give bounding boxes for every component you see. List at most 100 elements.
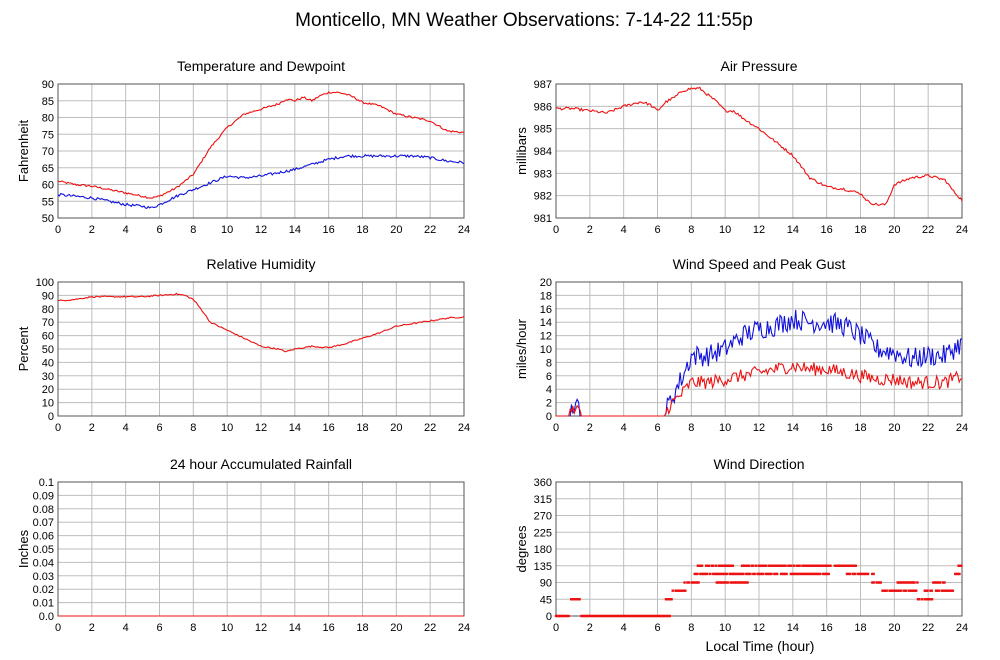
wind-direction-point	[789, 572, 793, 576]
wind-direction-point	[619, 614, 622, 618]
wind-direction-point	[666, 598, 669, 601]
wind-direction-point	[764, 564, 768, 567]
wind-direction-point	[856, 572, 860, 576]
wind-direction-point	[878, 581, 881, 584]
wind-direction-point	[954, 572, 957, 576]
wind-direction-point	[948, 589, 952, 592]
wind-direction-point	[859, 572, 863, 576]
x-tick-label: 24	[458, 622, 470, 634]
wind-direction-point	[627, 614, 631, 618]
y-tick-label: 985	[534, 124, 552, 136]
x-tick-label: 24	[956, 224, 968, 236]
wind-direction-point	[644, 614, 648, 618]
x-tick-label: 12	[255, 622, 267, 634]
wind-direction-point	[819, 564, 822, 567]
wind-direction-point	[572, 598, 576, 601]
wind-direction-point	[554, 614, 558, 618]
wind-direction-point	[742, 581, 745, 584]
wind-direction-point	[819, 572, 822, 576]
wind-direction-point	[694, 581, 697, 584]
wind-direction-point	[907, 589, 911, 592]
wind-direction-point	[740, 581, 744, 584]
wind-direction-point	[749, 572, 752, 576]
wind-direction-point	[706, 564, 709, 567]
y-tick-label: 360	[534, 477, 552, 489]
wind-direction-point	[578, 598, 581, 601]
x-tick-label: 18	[854, 422, 866, 434]
wind-direction-point	[930, 589, 934, 592]
wind-direction-point	[609, 614, 613, 618]
wind-direction-point	[690, 581, 693, 584]
wind-direction-point	[851, 572, 854, 576]
wind-direction-point	[804, 564, 807, 567]
wind-direction-point	[611, 614, 614, 618]
wind-direction-point	[577, 598, 580, 601]
y-tick-label: 10	[42, 398, 54, 410]
wind-direction-point	[632, 614, 635, 618]
wind-direction-point	[730, 581, 734, 584]
wind-direction-point	[821, 572, 825, 576]
y-tick-label: 85	[42, 96, 54, 108]
wind-direction-point	[846, 564, 849, 567]
wind-direction-point	[827, 564, 831, 567]
wind-direction-point	[625, 614, 628, 618]
wind-direction-point	[704, 572, 708, 576]
wind-direction-point	[911, 581, 915, 584]
wind-direction-point	[784, 564, 787, 567]
wind-direction-point	[707, 564, 711, 567]
wind-direction-point	[951, 589, 955, 592]
series-line-red	[556, 361, 963, 417]
x-tick-label: 12	[753, 422, 765, 434]
x-tick-label: 18	[356, 422, 368, 434]
y-tick-label: 100	[36, 277, 54, 289]
wind-direction-point	[840, 564, 843, 567]
wind-direction-point	[728, 564, 732, 567]
x-tick-label: 0	[55, 224, 61, 236]
wind-direction-point	[723, 581, 727, 584]
wind-direction-point	[768, 572, 772, 576]
wind-direction-point	[813, 564, 817, 567]
wind-direction-point	[571, 598, 574, 601]
y-tick-label: 987	[534, 79, 552, 91]
y-tick-label: 0.09	[33, 490, 54, 502]
wind-direction-point	[616, 614, 620, 618]
wind-direction-point	[810, 572, 814, 576]
x-tick-label: 14	[787, 622, 799, 634]
x-tick-label: 22	[424, 422, 436, 434]
x-tick-label: 6	[156, 422, 162, 434]
y-tick-label: 12	[540, 331, 552, 343]
plot-frame	[555, 83, 963, 219]
x-tick-label: 4	[123, 224, 129, 236]
y-tick-label: 180	[534, 544, 552, 556]
y-tick-label: 2	[546, 398, 552, 410]
wind-direction-point	[892, 589, 895, 592]
y-tick-label: 40	[42, 357, 54, 369]
wind-direction-point	[916, 598, 920, 601]
wind-direction-point	[900, 581, 904, 584]
wind-direction-point	[875, 581, 878, 584]
wind-direction-point	[724, 572, 727, 576]
wind-direction-point	[871, 572, 874, 576]
wind-direction-point	[733, 572, 737, 576]
wind-direction-point	[884, 589, 887, 592]
wind-direction-point	[746, 564, 749, 567]
y-tick-label: 20	[42, 384, 54, 396]
wind-direction-point	[580, 614, 583, 618]
wind-direction-point	[650, 614, 653, 618]
wind-direction-point	[822, 564, 825, 567]
wind-direction-point	[747, 572, 751, 576]
wind-direction-point	[747, 564, 751, 567]
wind-direction-point	[779, 572, 783, 576]
x-tick-label: 10	[221, 622, 233, 634]
wind-direction-point	[726, 564, 729, 567]
y-tick-label: 14	[540, 317, 552, 329]
x-tick-label: 2	[587, 224, 593, 236]
wind-direction-point	[739, 581, 742, 584]
wind-direction-point	[651, 614, 655, 618]
wind-direction-point	[913, 589, 916, 592]
wind-direction-point	[798, 564, 801, 567]
x-tick-label: 16	[821, 622, 833, 634]
wind-direction-point	[661, 614, 665, 618]
wind-direction-point	[806, 572, 809, 576]
wind-direction-point	[809, 572, 812, 576]
